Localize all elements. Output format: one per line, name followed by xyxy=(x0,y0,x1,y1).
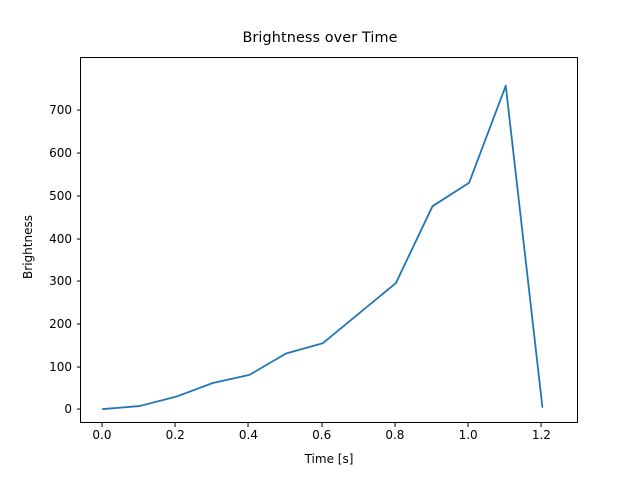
y-tick-mark xyxy=(76,195,80,197)
y-tick-label: 400 xyxy=(49,231,72,246)
y-tick-label: 200 xyxy=(49,316,72,331)
y-axis-label: Brightness xyxy=(21,215,35,279)
y-tick-label: 300 xyxy=(49,274,72,289)
x-tick-label: 0.8 xyxy=(385,428,405,442)
x-tick-label: 1.0 xyxy=(458,428,478,442)
y-tick-mark xyxy=(76,323,80,325)
x-tick-label: 0.4 xyxy=(238,428,258,442)
x-tick-mark xyxy=(467,423,469,427)
y-tick-label: 0 xyxy=(64,402,72,417)
y-tick-label: 700 xyxy=(49,103,72,118)
y-tick-mark xyxy=(76,238,80,239)
x-tick-mark xyxy=(394,423,396,427)
x-tick-mark xyxy=(247,423,249,427)
plot-axes-area xyxy=(80,57,578,423)
chart-title: Brightness over Time xyxy=(242,30,398,46)
x-tick-label: 1.2 xyxy=(531,428,551,442)
brightness-data-line xyxy=(102,84,544,410)
x-tick-mark xyxy=(101,423,103,427)
y-tick-label: 600 xyxy=(49,146,72,161)
y-tick-mark xyxy=(76,408,80,410)
x-tick-mark xyxy=(174,423,176,427)
y-tick-mark xyxy=(76,280,80,282)
x-tick-label: 0.2 xyxy=(165,428,185,442)
y-tick-mark xyxy=(76,109,80,111)
x-tick-label: 0.6 xyxy=(312,428,332,442)
y-tick-mark xyxy=(76,366,80,368)
line-chart-svg xyxy=(102,84,544,410)
y-tick-label: 100 xyxy=(49,359,72,374)
x-tick-mark xyxy=(321,423,323,427)
x-tick-mark xyxy=(540,423,542,427)
x-tick-label: 0.0 xyxy=(92,428,112,442)
y-tick-mark xyxy=(76,152,80,154)
y-tick-label: 500 xyxy=(49,188,72,203)
x-axis-label: Time [s] xyxy=(304,452,354,466)
